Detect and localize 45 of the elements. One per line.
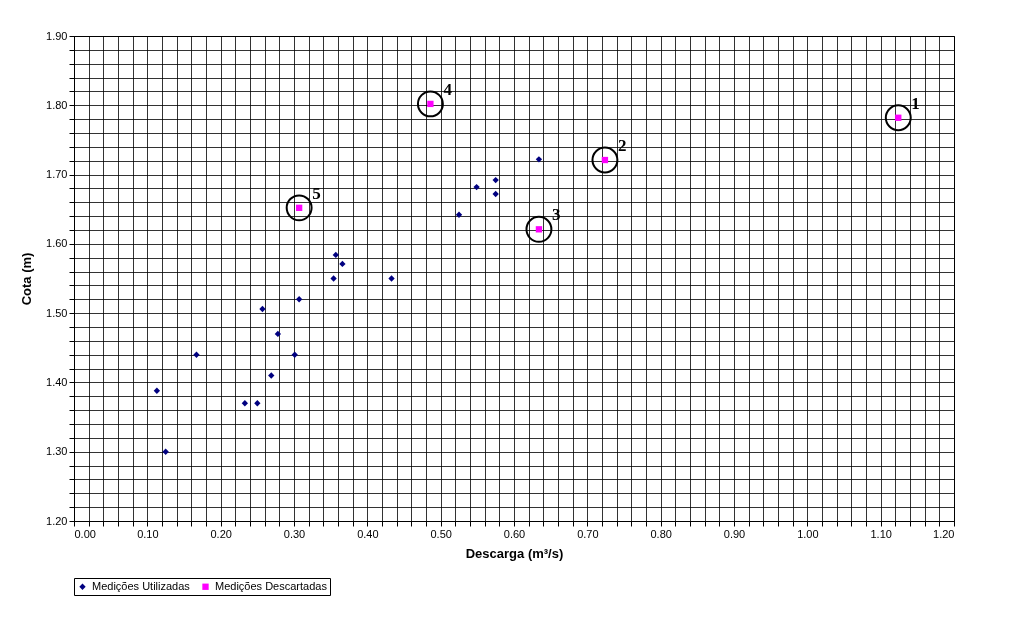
point xyxy=(492,190,499,198)
x-tick-label: 1.20 xyxy=(933,527,955,540)
legend-label: Medições Descartadas xyxy=(215,579,328,592)
x-tick-label: 0.20 xyxy=(210,527,232,540)
point xyxy=(535,156,543,163)
point xyxy=(492,176,499,184)
x-tick-label: 0.50 xyxy=(430,527,452,540)
point xyxy=(291,351,298,358)
point xyxy=(193,351,200,358)
y-tick-label: 1.80 xyxy=(46,98,68,111)
point xyxy=(388,275,395,282)
y-tick-label: 1.40 xyxy=(46,375,68,388)
x-tick-label: 0.60 xyxy=(503,527,526,540)
point xyxy=(153,387,161,394)
y-axis-title: Cota (m) xyxy=(19,252,35,306)
point xyxy=(330,275,337,282)
point xyxy=(259,305,266,313)
y-tick-label: 1.30 xyxy=(46,445,68,458)
x-axis-title: Descarga (m³/s) xyxy=(465,545,564,561)
x-tick-label: 0.90 xyxy=(723,527,746,540)
y-tick-label: 1.20 xyxy=(46,514,68,527)
y-tick-label: 1.90 xyxy=(46,29,68,42)
x-tick-label: 0.00 xyxy=(74,527,96,540)
y-tick-label: 1.50 xyxy=(46,306,68,319)
x-tick-label: 0.40 xyxy=(357,527,379,540)
point xyxy=(455,211,463,218)
y-tick-label: 1.60 xyxy=(46,237,68,250)
x-tick-label: 0.30 xyxy=(283,527,306,540)
point xyxy=(268,372,275,379)
x-tick-label: 0.70 xyxy=(577,527,599,540)
legend-label: Medições Utilizadas xyxy=(92,579,191,592)
point xyxy=(473,183,480,191)
point xyxy=(241,400,249,407)
point xyxy=(162,448,169,455)
x-tick-label: 1.10 xyxy=(870,527,892,540)
x-tick-label: 1.00 xyxy=(797,527,819,540)
point xyxy=(254,400,261,407)
y-tick-label: 1.70 xyxy=(46,168,68,181)
point xyxy=(332,251,339,259)
point xyxy=(274,330,282,338)
point xyxy=(295,296,303,303)
annotation: 5 xyxy=(312,183,321,203)
x-tick-label: 0.80 xyxy=(650,527,672,540)
x-tick-label: 0.10 xyxy=(137,527,159,540)
point xyxy=(339,260,346,268)
